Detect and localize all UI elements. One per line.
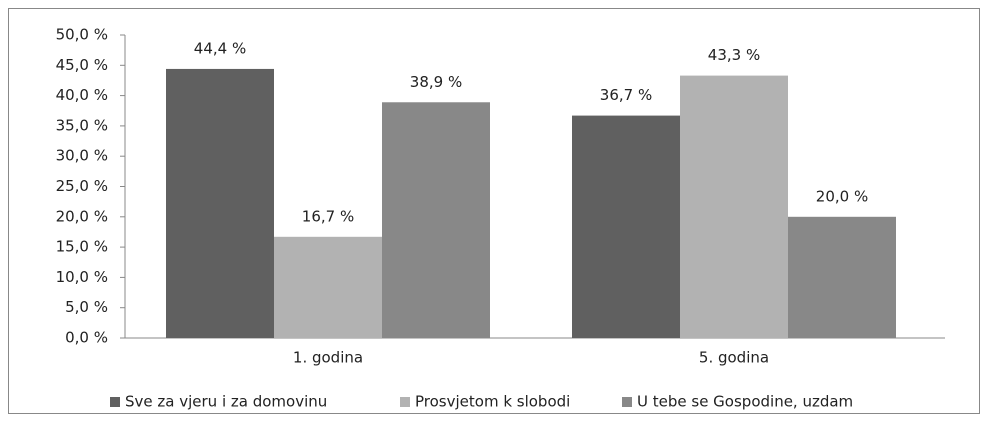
legend-marker [622, 397, 632, 407]
x-tick-label: 1. godina [293, 349, 363, 367]
bar [274, 236, 382, 338]
data-label: 20,0 % [816, 187, 868, 205]
y-tick-label: 10,0 % [56, 268, 108, 286]
y-tick-label: 0,0 % [65, 329, 108, 347]
legend-label: Sve za vjeru i za domovinu [125, 393, 327, 411]
data-label: 43,3 % [708, 46, 760, 64]
bar [166, 68, 274, 338]
y-tick-label: 15,0 % [56, 238, 108, 256]
y-tick-label: 50,0 % [56, 26, 108, 44]
data-label: 44,4 % [194, 39, 246, 57]
legend-label: U tebe se Gospodine, uzdam [637, 393, 853, 411]
chart-frame [8, 8, 980, 414]
y-tick-label: 20,0 % [56, 207, 108, 225]
y-tick-label: 35,0 % [56, 116, 108, 134]
bar [572, 115, 680, 339]
y-tick-label: 30,0 % [56, 147, 108, 165]
legend-marker [110, 397, 120, 407]
y-tick-label: 45,0 % [56, 56, 108, 74]
data-label: 36,7 % [600, 86, 652, 104]
y-tick-label: 5,0 % [65, 298, 108, 316]
data-label: 38,9 % [410, 73, 462, 91]
bar [382, 102, 490, 339]
x-tick-label: 5. godina [699, 349, 769, 367]
y-tick-label: 25,0 % [56, 177, 108, 195]
bar [788, 216, 896, 338]
legend-marker [400, 397, 410, 407]
data-label: 16,7 % [302, 207, 354, 225]
legend-label: Prosvjetom k slobodi [415, 393, 570, 411]
bar [680, 75, 788, 339]
y-tick-label: 40,0 % [56, 86, 108, 104]
